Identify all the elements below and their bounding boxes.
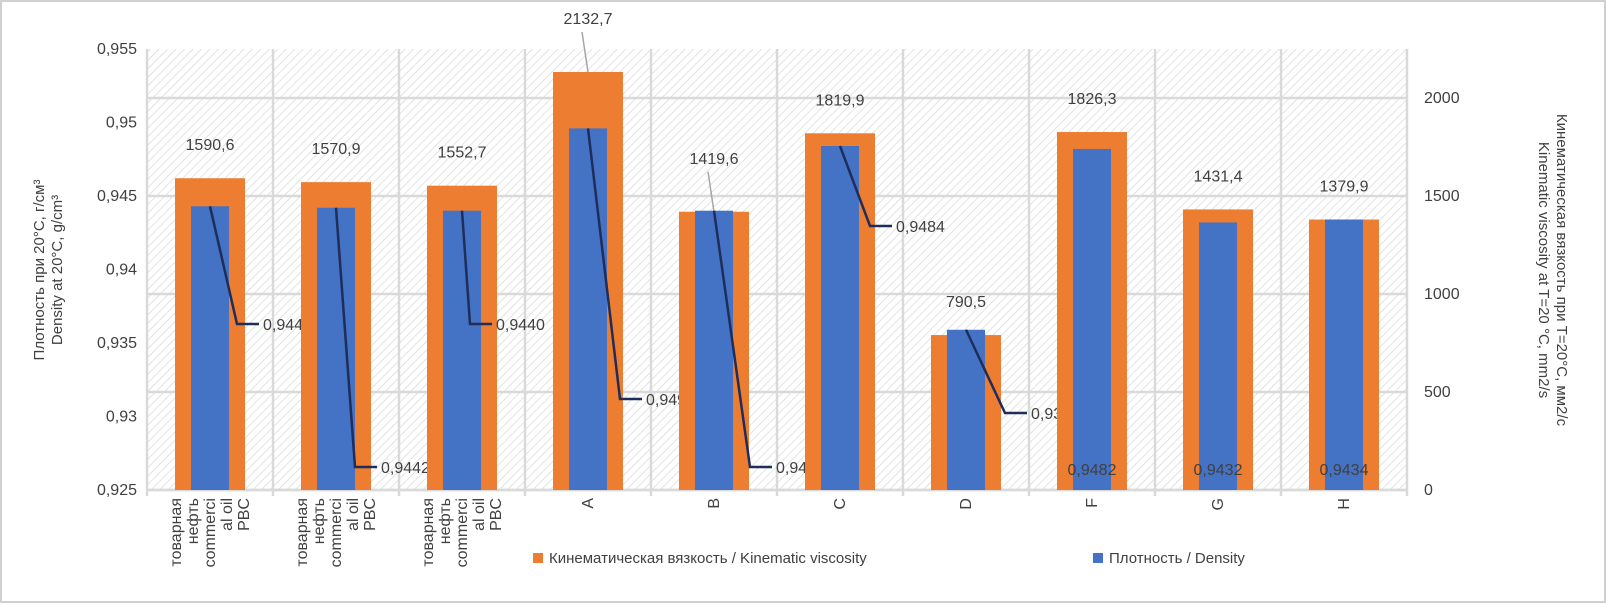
left-tick-label: 0,95 bbox=[106, 115, 137, 132]
category-label: PBC bbox=[488, 498, 505, 531]
category-label: PBC bbox=[236, 498, 253, 531]
category-label: A bbox=[580, 498, 597, 509]
category-label: F bbox=[1084, 498, 1101, 508]
density-leader-line bbox=[208, 206, 259, 326]
viscosity-data-label: 1431,4 bbox=[1194, 168, 1243, 185]
right-tick-label: 2000 bbox=[1424, 90, 1460, 107]
density-bar bbox=[1325, 219, 1363, 490]
left-tick-label: 0,94 bbox=[106, 262, 137, 279]
density-bar bbox=[1073, 148, 1111, 490]
left-tick-label: 0,925 bbox=[97, 482, 137, 499]
left-tick-label: 0,93 bbox=[106, 409, 137, 426]
category-label: al oil bbox=[219, 498, 236, 531]
density-leader-line bbox=[712, 210, 772, 469]
category-label: нефть bbox=[311, 498, 328, 544]
category-label: B bbox=[706, 498, 723, 509]
density-bar bbox=[569, 128, 607, 490]
legend-swatch-density bbox=[1093, 553, 1103, 563]
right-tick-label: 1500 bbox=[1424, 188, 1460, 205]
viscosity-leader-line bbox=[581, 31, 589, 73]
viscosity-data-label: 2132,7 bbox=[564, 11, 613, 28]
viscosity-data-label: 1826,3 bbox=[1068, 91, 1117, 108]
category-label: al oil bbox=[345, 498, 362, 531]
viscosity-data-label: 1552,7 bbox=[438, 145, 487, 162]
density-bar bbox=[443, 210, 481, 490]
category-label: товарная bbox=[294, 498, 311, 567]
right-tick-label: 500 bbox=[1424, 384, 1451, 401]
category-label: D bbox=[958, 498, 975, 510]
right-tick-label: 0 bbox=[1424, 482, 1433, 499]
category-label: товарная bbox=[168, 498, 185, 567]
viscosity-data-label: 1379,9 bbox=[1320, 179, 1369, 196]
category-label: PBC bbox=[362, 498, 379, 531]
left-axis-title-en: Density at 20°C, g/cm³ bbox=[49, 195, 66, 345]
legend-swatch-viscosity bbox=[533, 553, 543, 563]
right-axis-title-ru: Кинематическая вязкость при T=20°C, мм2/… bbox=[1553, 114, 1570, 427]
category-label: commerci bbox=[328, 498, 345, 567]
density-leader-line bbox=[586, 128, 642, 401]
density-data-label: 0,9442 bbox=[381, 460, 430, 477]
right-tick-label: 1000 bbox=[1424, 286, 1460, 303]
density-data-label: 0,9432 bbox=[1194, 462, 1243, 479]
viscosity-data-label: 790,5 bbox=[946, 294, 986, 311]
density-leader-line bbox=[460, 210, 492, 326]
category-label: al oil bbox=[471, 498, 488, 531]
density-data-label: 0,9482 bbox=[1068, 462, 1117, 479]
category-label: товарная bbox=[420, 498, 437, 567]
category-label: G bbox=[1210, 498, 1227, 510]
category-label: нефть bbox=[185, 498, 202, 544]
density-leader-line bbox=[334, 207, 377, 469]
density-bar bbox=[821, 146, 859, 490]
category-label: commerci bbox=[202, 498, 219, 567]
density-bar bbox=[191, 206, 229, 491]
viscosity-data-label: 1590,6 bbox=[186, 137, 235, 154]
density-leader-line bbox=[838, 145, 892, 228]
left-tick-label: 0,955 bbox=[97, 41, 137, 58]
category-label: нефть bbox=[437, 498, 454, 544]
left-tick-label: 0,945 bbox=[97, 188, 137, 205]
density-data-label: 0,9440 bbox=[496, 317, 545, 334]
viscosity-data-label: 1819,9 bbox=[816, 92, 865, 109]
density-leader-line bbox=[964, 329, 1027, 415]
viscosity-data-label: 1570,9 bbox=[312, 141, 361, 158]
density-bar bbox=[1199, 222, 1237, 490]
legend-label-density: Плотность / Density bbox=[1109, 550, 1245, 567]
density-bar bbox=[695, 210, 733, 490]
left-tick-label: 0,935 bbox=[97, 335, 137, 352]
density-bar bbox=[947, 329, 985, 490]
density-data-label: 0,9484 bbox=[896, 219, 945, 236]
legend-label-viscosity: Кинематическая вязкость / Kinematic visc… bbox=[549, 550, 867, 567]
density-data-label: 0,9434 bbox=[1320, 462, 1369, 479]
viscosity-data-label: 1419,6 bbox=[690, 151, 739, 168]
category-label: H bbox=[1336, 498, 1353, 510]
category-label: commerci bbox=[454, 498, 471, 567]
density-bar bbox=[317, 207, 355, 490]
viscosity-leader-line bbox=[707, 171, 715, 212]
right-axis-title-en: Kinematic viscosity at T=20 °C, mm2/s bbox=[1535, 142, 1552, 398]
density-data-label: 0,9443 bbox=[263, 317, 312, 334]
category-label: C bbox=[832, 498, 849, 510]
left-axis-title-ru: Плотность при 20°C, г/см³ bbox=[31, 180, 48, 361]
